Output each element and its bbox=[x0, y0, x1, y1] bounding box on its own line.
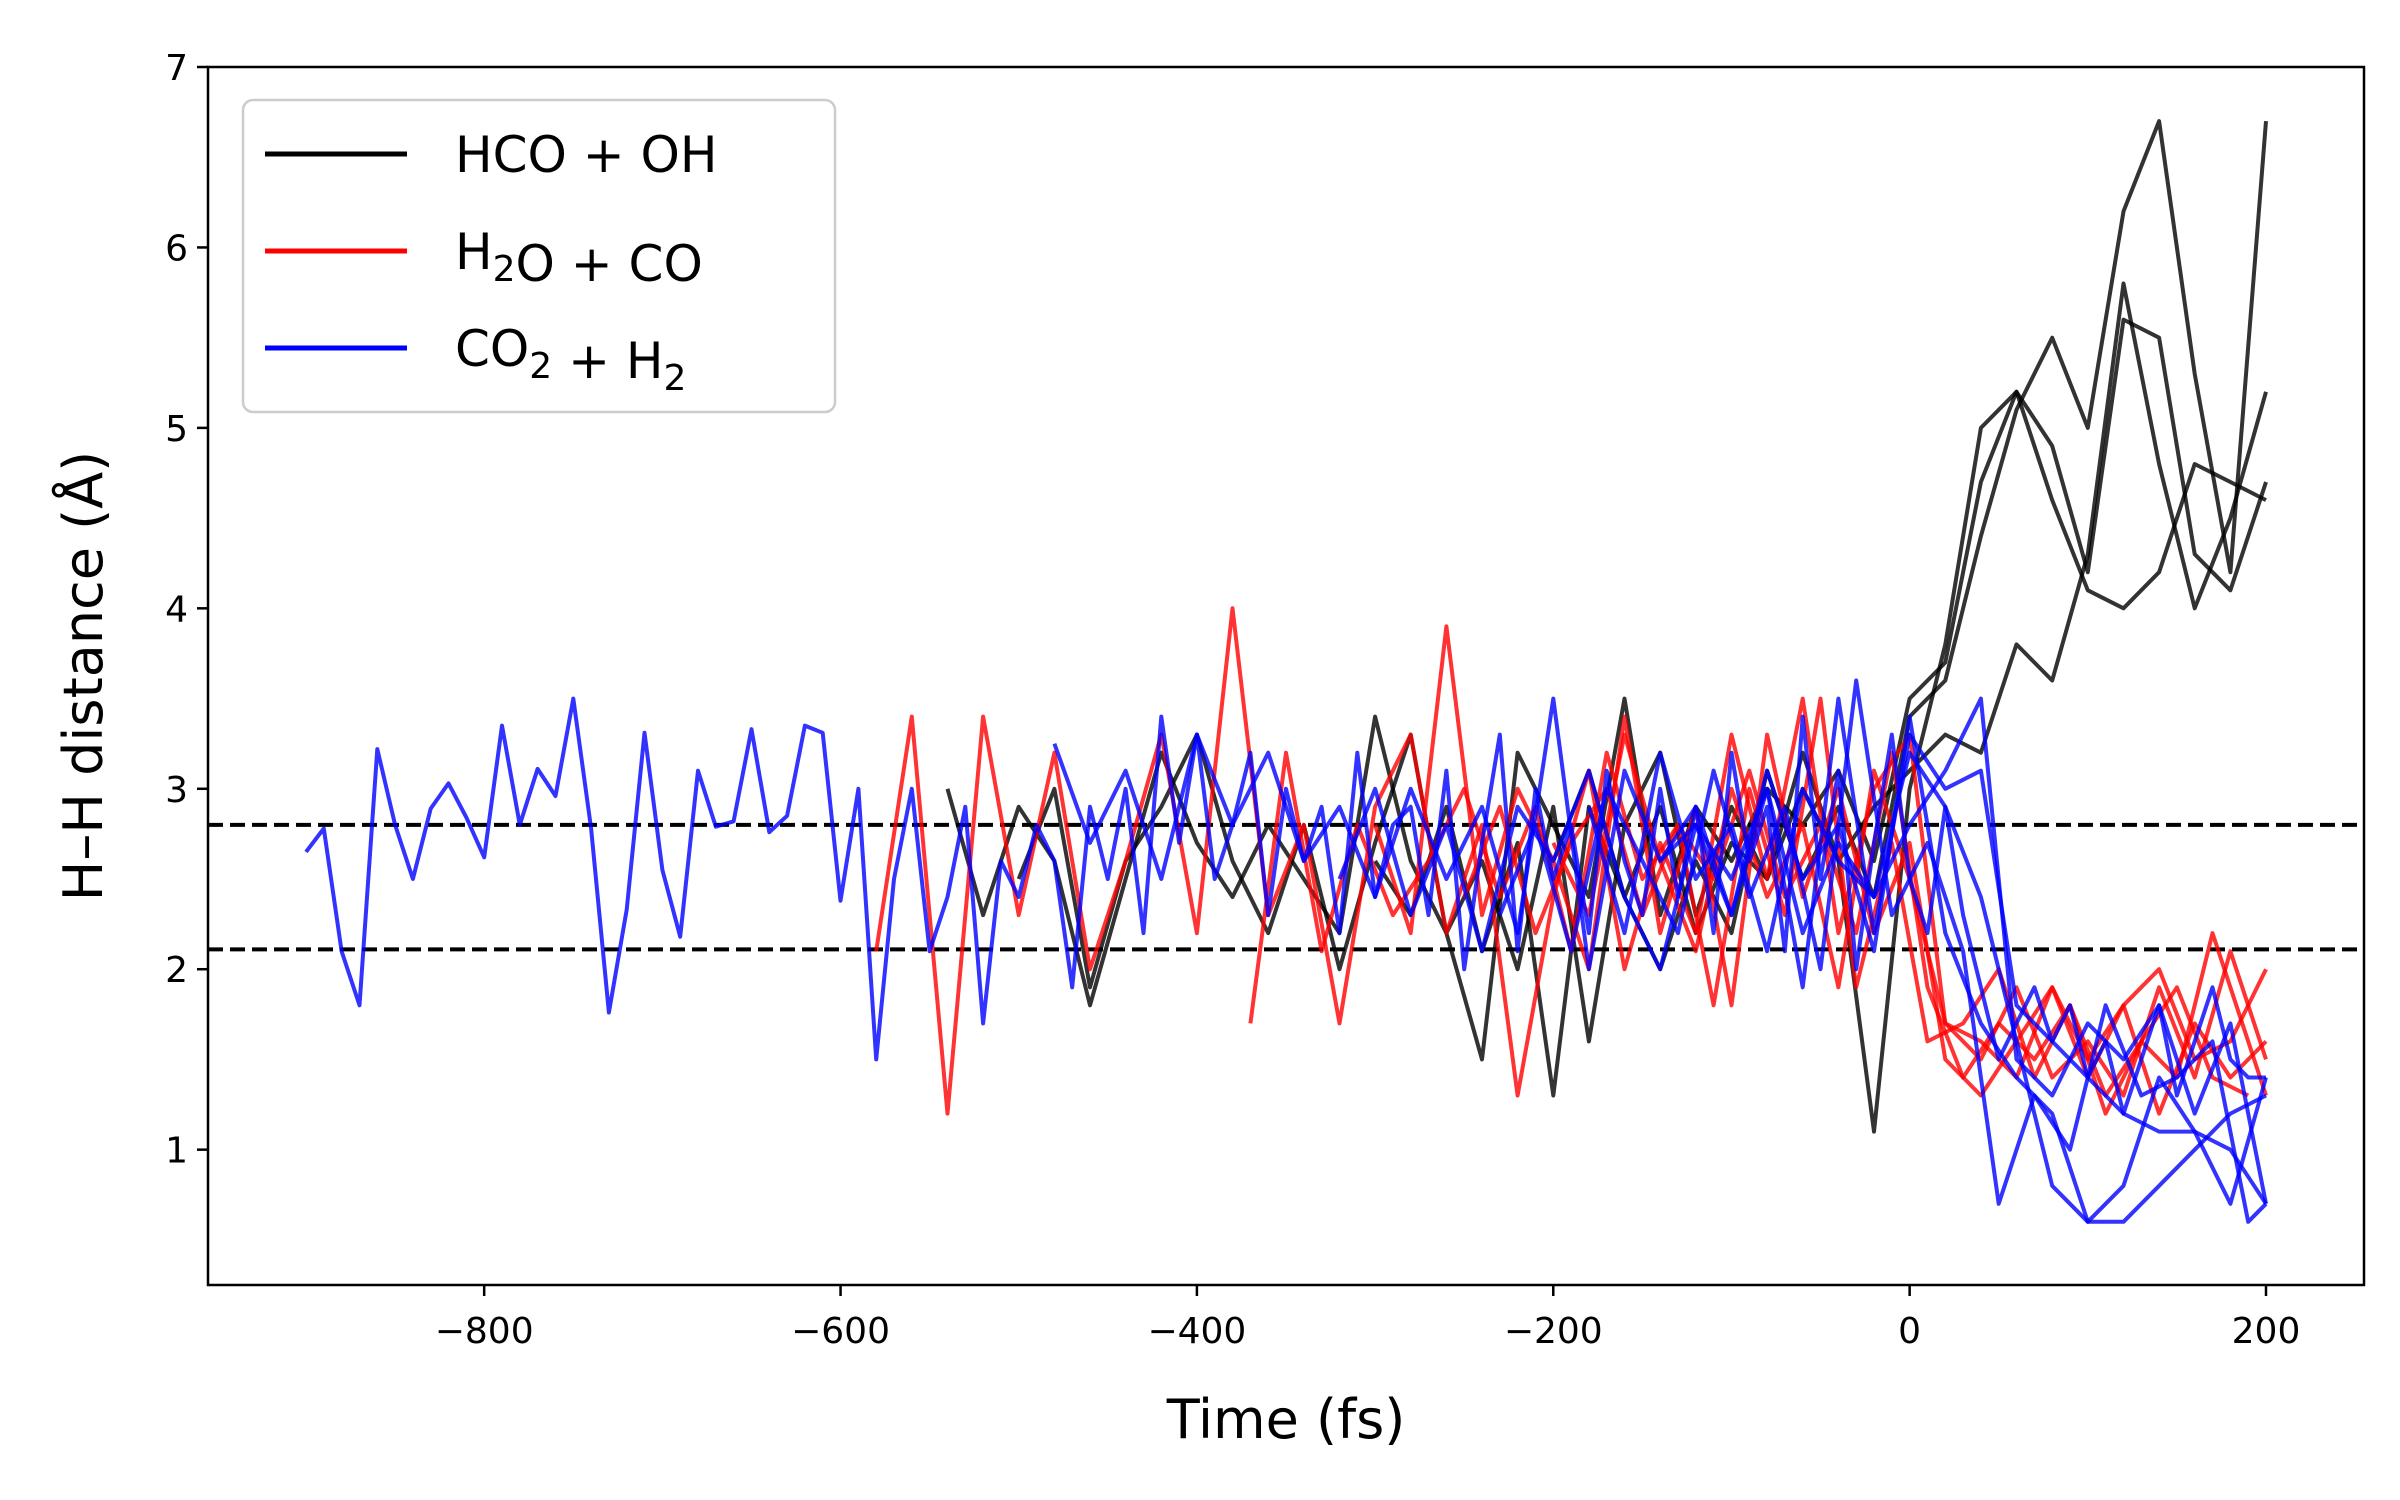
legend: HCO + OH H2O + CO CO2 + H2 bbox=[241, 98, 837, 414]
legend-label-3: CO2 + H2 bbox=[455, 320, 686, 399]
x-tick-label: 200 bbox=[2232, 1311, 2301, 1352]
series-line-14 bbox=[1586, 750, 2268, 1224]
y-tick-label: 6 bbox=[165, 228, 188, 269]
y-tick-label: 3 bbox=[165, 770, 188, 811]
x-tick-label: 0 bbox=[1898, 1311, 1921, 1352]
series-line-15 bbox=[1658, 714, 2267, 1224]
y-axis-title: H–H distance (Å) bbox=[51, 451, 115, 901]
series-line-12 bbox=[1337, 696, 2268, 1205]
x-tick-label: −600 bbox=[791, 1311, 890, 1352]
y-tick-label: 1 bbox=[165, 1131, 188, 1172]
x-axis-title: Time (fs) bbox=[1166, 1388, 1406, 1451]
legend-box bbox=[241, 98, 837, 414]
y-axis: 1 2 3 4 5 6 7 bbox=[165, 48, 208, 1172]
y-tick-label: 4 bbox=[165, 589, 188, 630]
plot-frame bbox=[206, 65, 2366, 1287]
x-axis: −800 −600 −400 −200 0 200 bbox=[435, 1285, 2301, 1352]
y-tick-label: 2 bbox=[165, 950, 188, 991]
x-tick-label: −200 bbox=[1504, 1311, 1603, 1352]
series-layer bbox=[304, 119, 2268, 1224]
x-tick-label: −800 bbox=[435, 1311, 534, 1352]
y-tick-label: 5 bbox=[165, 409, 188, 450]
legend-label-1: HCO + OH bbox=[455, 126, 718, 184]
y-tick-label: 7 bbox=[165, 48, 188, 89]
legend-label-2: H2O + CO bbox=[455, 223, 703, 293]
x-tick-label: −400 bbox=[1147, 1311, 1246, 1352]
series-line-10 bbox=[304, 696, 2266, 1116]
